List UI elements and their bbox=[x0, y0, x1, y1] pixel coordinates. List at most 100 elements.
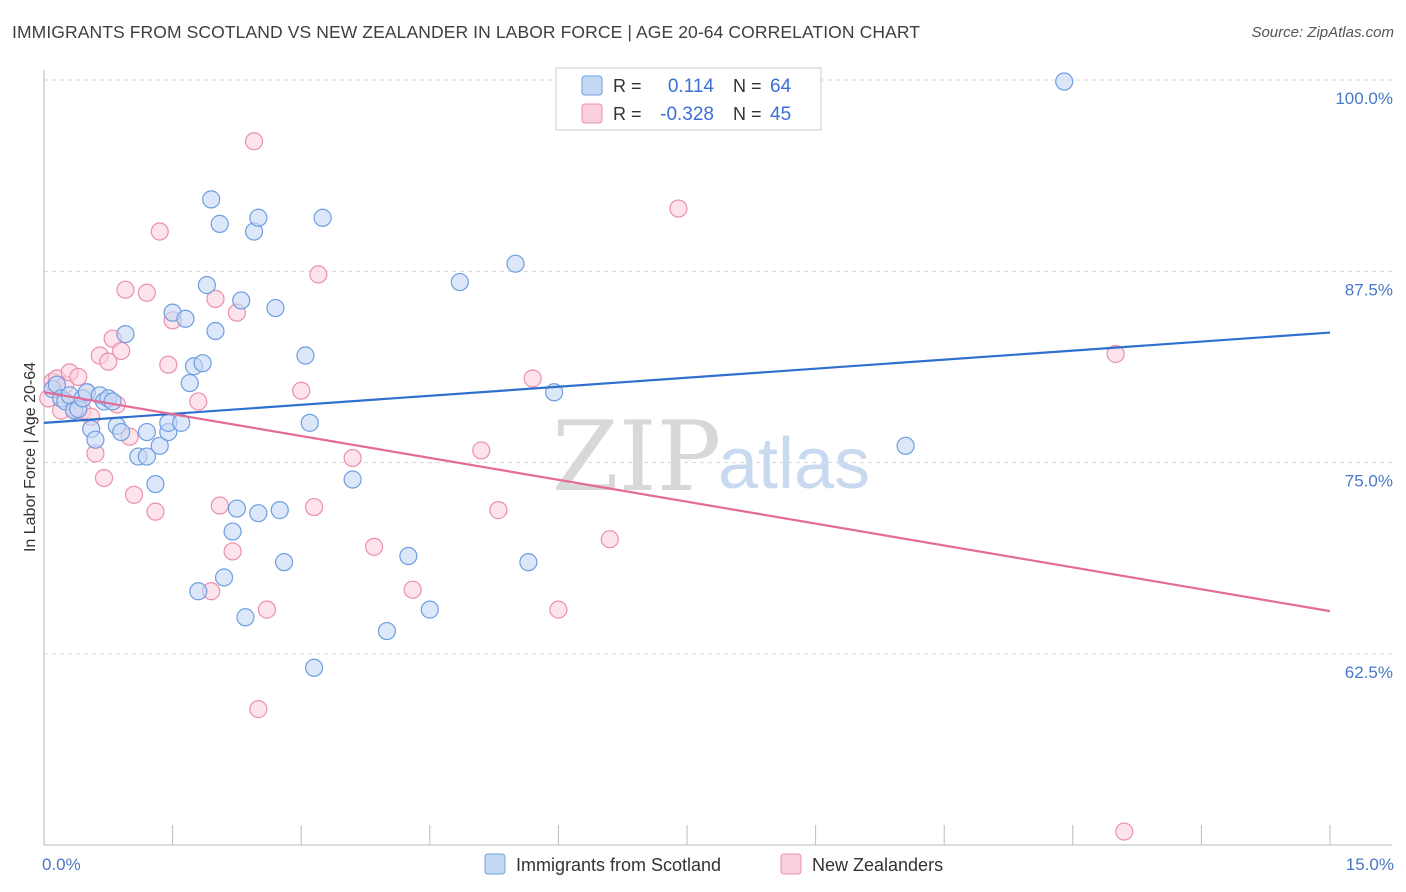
point-pink-40 bbox=[403, 580, 422, 599]
point-blue-48 bbox=[300, 413, 319, 432]
point-blue-27 bbox=[176, 309, 195, 328]
point-pink-44 bbox=[549, 600, 568, 619]
point-blue-37 bbox=[223, 522, 242, 541]
point-blue-34 bbox=[206, 321, 225, 341]
point-pink-36 bbox=[304, 497, 324, 517]
point-pink-13 bbox=[94, 468, 114, 488]
point-blue-51 bbox=[343, 470, 362, 489]
point-pink-38 bbox=[343, 448, 362, 468]
point-blue-32 bbox=[197, 276, 216, 295]
point-blue-30 bbox=[189, 582, 208, 601]
point-blue-47 bbox=[296, 346, 315, 365]
trend-line-blue bbox=[43, 331, 1331, 424]
point-pink-14 bbox=[99, 352, 118, 371]
watermark-zip: ZIP bbox=[552, 401, 721, 513]
point-blue-59 bbox=[896, 436, 915, 455]
correlation-legend: R = 0.114 N = 64 R = -0.328 N = 45 bbox=[555, 67, 822, 131]
bottom-legend-label-2: New Zealanders bbox=[812, 855, 943, 875]
legend-r-value-1: 0.114 bbox=[668, 76, 715, 97]
point-pink-29 bbox=[210, 496, 229, 515]
trend-line-pink bbox=[43, 391, 1331, 613]
point-blue-22 bbox=[150, 436, 169, 455]
series-new-zealanders-points bbox=[39, 132, 1134, 841]
trend-lines bbox=[43, 331, 1331, 613]
chart-title: IMMIGRANTS FROM SCOTLAND VS NEW ZEALANDE… bbox=[12, 22, 921, 42]
point-blue-57 bbox=[519, 553, 538, 572]
gridlines bbox=[44, 79, 1392, 655]
point-blue-53 bbox=[399, 546, 418, 566]
point-blue-33 bbox=[202, 190, 221, 209]
x-tick-labels: 0.0% 15.0% bbox=[42, 855, 1394, 874]
legend-swatch-blue bbox=[581, 75, 603, 96]
point-blue-40 bbox=[236, 608, 255, 627]
legend-n-label-1: N = bbox=[733, 76, 762, 96]
point-pink-23 bbox=[150, 222, 169, 241]
point-pink-43 bbox=[523, 369, 542, 388]
point-pink-47 bbox=[1106, 344, 1125, 364]
point-pink-22 bbox=[146, 502, 165, 521]
point-blue-36 bbox=[214, 568, 234, 587]
point-blue-16 bbox=[112, 422, 131, 442]
legend-r-value-2: -0.328 bbox=[660, 104, 714, 125]
point-blue-56 bbox=[506, 254, 525, 273]
point-pink-7 bbox=[69, 367, 88, 387]
point-pink-41 bbox=[472, 441, 491, 460]
legend-r-label-2: R = bbox=[613, 104, 642, 124]
point-blue-46 bbox=[274, 553, 294, 572]
point-blue-31 bbox=[193, 354, 212, 373]
y-tick-labels: 100.0% 87.5% 75.0% 62.5% bbox=[1335, 89, 1393, 682]
point-blue-55 bbox=[450, 272, 469, 292]
point-pink-35 bbox=[292, 381, 311, 400]
point-pink-39 bbox=[364, 537, 384, 556]
y-tick-label-0: 100.0% bbox=[1335, 89, 1393, 108]
y-tick-label-3: 62.5% bbox=[1345, 663, 1393, 682]
point-blue-38 bbox=[227, 499, 246, 518]
point-blue-10 bbox=[86, 430, 105, 449]
axes bbox=[43, 70, 1392, 846]
series-legend: Immigrants from Scotland New Zealanders bbox=[484, 853, 943, 875]
point-pink-28 bbox=[206, 289, 225, 308]
point-pink-30 bbox=[223, 542, 242, 561]
point-blue-20 bbox=[137, 422, 156, 442]
legend-swatch-pink bbox=[581, 103, 603, 124]
point-pink-32 bbox=[244, 132, 264, 151]
source-credit: Source: ZipAtlas.com bbox=[1251, 24, 1394, 41]
legend-n-label-2: N = bbox=[733, 104, 762, 124]
series-scotland-points bbox=[43, 72, 1074, 677]
x-tick-label-1: 15.0% bbox=[1346, 855, 1394, 874]
y-tick-label-1: 87.5% bbox=[1345, 280, 1393, 299]
point-blue-28 bbox=[180, 373, 199, 393]
point-blue-42 bbox=[249, 504, 268, 523]
point-pink-37 bbox=[309, 265, 328, 284]
legend-n-value-1: 64 bbox=[770, 76, 792, 97]
point-blue-49 bbox=[304, 658, 324, 677]
point-blue-50 bbox=[313, 208, 332, 227]
point-blue-17 bbox=[116, 324, 135, 344]
legend-r-label-1: R = bbox=[613, 76, 642, 96]
point-blue-21 bbox=[146, 474, 165, 494]
point-pink-26 bbox=[189, 392, 208, 411]
bottom-legend-swatch-blue bbox=[484, 853, 506, 875]
point-blue-44 bbox=[266, 298, 285, 318]
point-blue-45 bbox=[270, 501, 289, 520]
point-blue-14 bbox=[103, 392, 122, 411]
point-pink-20 bbox=[124, 485, 144, 504]
point-blue-19 bbox=[137, 447, 156, 466]
point-pink-17 bbox=[112, 341, 131, 361]
point-blue-43 bbox=[249, 208, 268, 227]
y-axis-title: In Labor Force | Age 20-64 bbox=[22, 362, 39, 552]
point-pink-42 bbox=[489, 501, 508, 520]
point-blue-26 bbox=[172, 413, 191, 432]
point-pink-24 bbox=[159, 355, 178, 374]
point-blue-39 bbox=[232, 291, 251, 310]
point-blue-54 bbox=[420, 600, 439, 619]
watermark-atlas: atlas bbox=[718, 424, 870, 504]
watermark: ZIP atlas bbox=[552, 401, 870, 513]
bottom-legend-label-1: Immigrants from Scotland bbox=[516, 855, 721, 875]
point-blue-60 bbox=[1055, 72, 1074, 91]
point-pink-45 bbox=[600, 530, 619, 549]
point-pink-48 bbox=[1115, 822, 1134, 841]
point-blue-35 bbox=[210, 214, 229, 233]
point-pink-46 bbox=[669, 199, 688, 218]
